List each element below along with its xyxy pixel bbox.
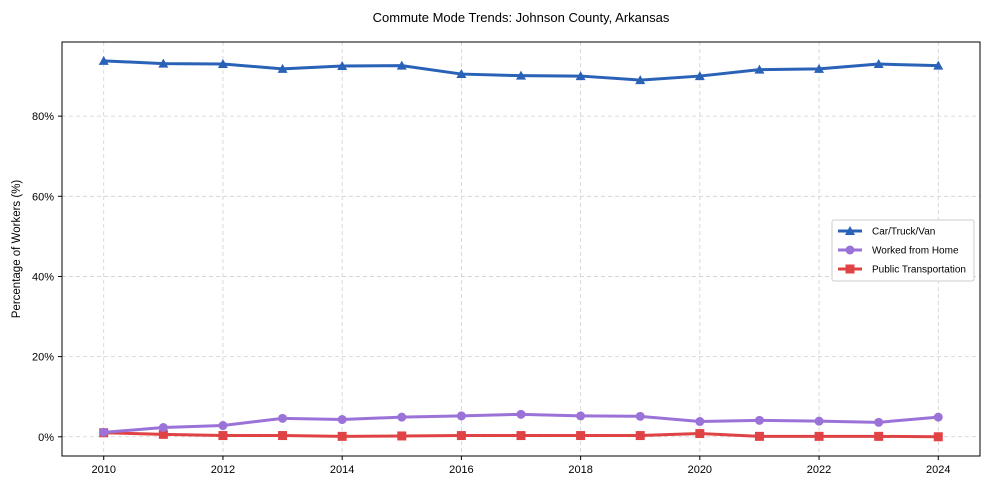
circle-marker [845, 245, 855, 255]
circle-marker [337, 415, 347, 425]
x-tick-label: 2014 [330, 464, 354, 476]
square-marker [158, 429, 168, 439]
circle-marker [158, 423, 168, 433]
circle-marker [635, 411, 645, 421]
triangle-marker [845, 226, 855, 235]
square-marker [337, 431, 347, 441]
triangle-marker [217, 59, 228, 69]
x-tick-label: 2022 [807, 464, 831, 476]
circle-marker [456, 411, 466, 421]
x-tick-label: 2012 [211, 464, 235, 476]
legend-box [831, 219, 975, 282]
square-marker [754, 431, 764, 441]
triangle-marker [396, 60, 407, 70]
y-tick-label: 0% [38, 432, 54, 444]
series-layer [98, 55, 944, 442]
x-tick-label: 2018 [568, 464, 592, 476]
square-marker [516, 431, 526, 441]
triangle-marker [158, 58, 169, 68]
circle-marker [754, 415, 764, 425]
square-marker [845, 264, 855, 274]
y-tick-label: 40% [32, 271, 54, 283]
y-tick-label: 20% [32, 352, 54, 364]
y-tick-label: 60% [32, 191, 54, 203]
square-marker [397, 431, 407, 441]
circle-marker [278, 413, 288, 423]
circle-marker [99, 427, 109, 437]
triangle-marker [694, 71, 705, 81]
triangle-marker [873, 59, 884, 69]
triangle-marker [933, 60, 944, 70]
triangle-marker [516, 70, 526, 80]
x-tick-label: 2020 [688, 464, 712, 476]
circle-marker [576, 411, 586, 421]
legend-label: Public Transportation [872, 265, 966, 276]
circle-marker [874, 417, 884, 427]
square-marker [814, 431, 824, 441]
series-car-truck-van [98, 55, 944, 85]
square-marker [278, 431, 288, 441]
circle-marker [397, 412, 407, 422]
circle-marker [695, 417, 705, 427]
legend: Car/Truck/Van Worked from Home Public Tran… [831, 219, 975, 282]
triangle-marker [277, 63, 288, 73]
plot-frame [61, 41, 981, 457]
square-marker [456, 431, 466, 441]
square-marker [933, 432, 943, 442]
circle-marker [814, 416, 824, 426]
square-marker [635, 431, 645, 441]
circle-marker [516, 409, 526, 419]
triangle-marker [456, 69, 467, 79]
triangle-marker [754, 64, 765, 74]
triangle-marker [575, 71, 586, 81]
circle-marker [933, 412, 943, 422]
series-worked-from-home [99, 409, 943, 437]
x-tick-label: 2010 [91, 464, 115, 476]
chart-title: Commute Mode Trends: Johnson County, Ark… [373, 10, 670, 25]
square-marker [695, 429, 705, 439]
square-marker [576, 431, 586, 441]
triangle-marker [814, 63, 825, 73]
y-tick-label: 80% [32, 111, 54, 123]
triangle-marker [635, 75, 646, 85]
x-tick-label: 2024 [926, 464, 950, 476]
y-axis-label: Percentage of Workers (%) [11, 180, 23, 319]
x-tick-label: 2016 [449, 464, 473, 476]
square-marker [874, 431, 884, 441]
legend-label: Car/Truck/Van [872, 227, 935, 238]
series-public-transportation [99, 428, 943, 442]
triangle-marker [337, 61, 348, 71]
triangle-marker [98, 55, 109, 65]
square-marker [218, 431, 228, 441]
legend-label: Worked from Home [872, 246, 959, 257]
axis-ticks: 2010 2012 2014 2016 2018 2020 2022 2024 0% 20% 40%… [32, 111, 951, 476]
circle-marker [218, 421, 228, 431]
